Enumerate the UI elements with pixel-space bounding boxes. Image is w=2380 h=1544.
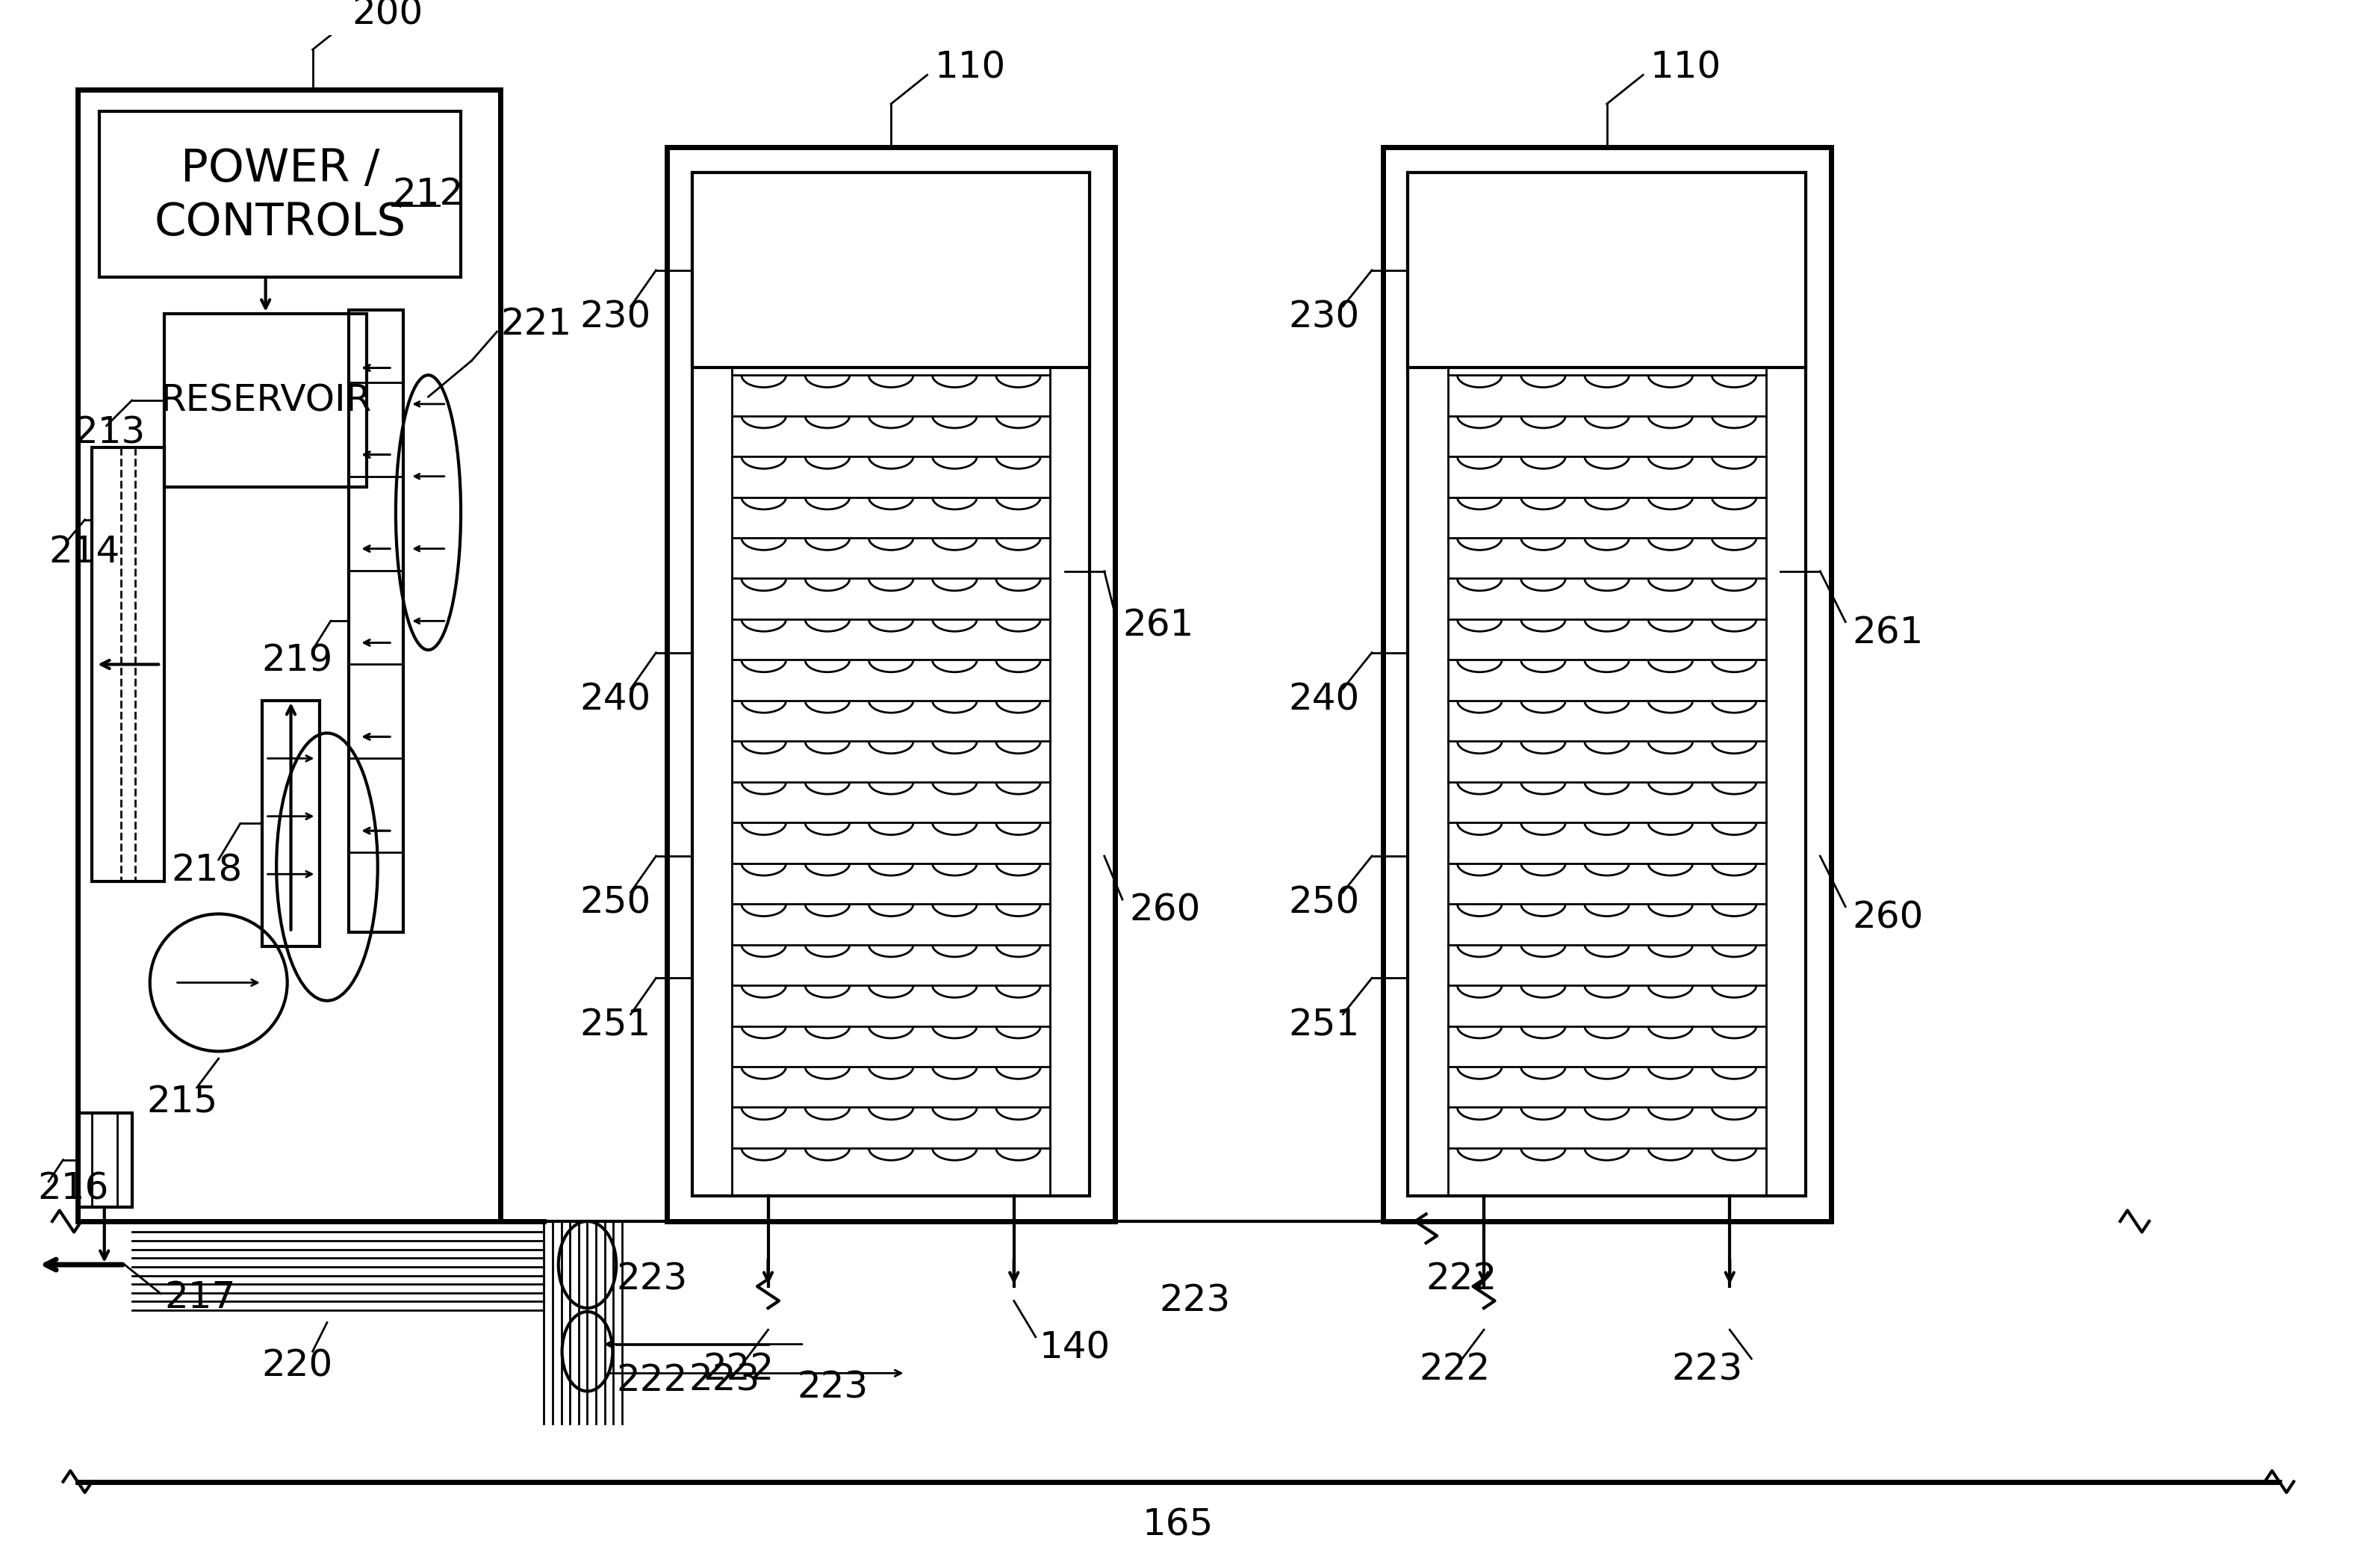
Bar bbox=[666, 147, 1116, 1221]
Bar bbox=[79, 90, 500, 1221]
Text: POWER /: POWER / bbox=[181, 147, 378, 191]
Text: 261: 261 bbox=[1123, 608, 1195, 644]
Bar bbox=[93, 1113, 117, 1207]
Text: 200: 200 bbox=[352, 0, 424, 31]
Text: 223: 223 bbox=[1159, 1283, 1230, 1319]
Text: 251: 251 bbox=[1288, 1007, 1359, 1044]
Text: 220: 220 bbox=[262, 1348, 333, 1383]
Text: 240: 240 bbox=[581, 682, 652, 718]
Text: 110: 110 bbox=[935, 49, 1004, 85]
Text: 251: 251 bbox=[581, 1007, 652, 1044]
Text: 110: 110 bbox=[1649, 49, 1721, 85]
Text: 221: 221 bbox=[500, 307, 571, 343]
Text: 216: 216 bbox=[38, 1170, 109, 1207]
Text: 260: 260 bbox=[1130, 892, 1202, 928]
Bar bbox=[164, 313, 367, 488]
Text: 223: 223 bbox=[797, 1370, 869, 1405]
Text: 240: 240 bbox=[1288, 682, 1359, 718]
Text: 214: 214 bbox=[48, 534, 119, 570]
Text: 212: 212 bbox=[393, 176, 464, 212]
Text: 215: 215 bbox=[145, 1084, 217, 1119]
Bar bbox=[1409, 173, 1806, 1197]
Bar bbox=[79, 1113, 131, 1207]
Text: RESERVOIR: RESERVOIR bbox=[159, 383, 371, 418]
Text: 222: 222 bbox=[702, 1351, 774, 1388]
Text: 250: 250 bbox=[581, 885, 652, 920]
Text: 222: 222 bbox=[1418, 1351, 1490, 1388]
Bar bbox=[693, 367, 733, 1197]
Bar bbox=[350, 310, 402, 933]
Text: 223: 223 bbox=[616, 1261, 688, 1297]
Bar bbox=[1409, 367, 1447, 1197]
Text: 261: 261 bbox=[1852, 615, 1923, 650]
Bar bbox=[1383, 147, 1830, 1221]
Text: 218: 218 bbox=[171, 852, 243, 888]
Text: 213: 213 bbox=[74, 415, 145, 451]
Text: 217: 217 bbox=[164, 1280, 236, 1315]
Text: 230: 230 bbox=[581, 300, 652, 335]
Text: 250: 250 bbox=[1288, 885, 1359, 920]
Text: 219: 219 bbox=[262, 642, 333, 679]
Text: 223: 223 bbox=[1671, 1351, 1742, 1388]
Bar bbox=[693, 173, 1090, 367]
Text: 140: 140 bbox=[1040, 1329, 1111, 1366]
Bar bbox=[100, 111, 462, 278]
Bar bbox=[1766, 367, 1806, 1197]
Text: 223: 223 bbox=[688, 1362, 759, 1399]
Text: CONTROLS: CONTROLS bbox=[155, 201, 407, 245]
Bar bbox=[1050, 367, 1090, 1197]
Bar bbox=[693, 173, 1090, 1197]
Bar bbox=[262, 701, 319, 946]
Text: 222: 222 bbox=[616, 1362, 688, 1399]
Text: 230: 230 bbox=[1288, 300, 1359, 335]
Bar bbox=[93, 448, 164, 882]
Bar bbox=[1409, 173, 1806, 367]
Text: 222: 222 bbox=[1426, 1261, 1497, 1297]
Text: 165: 165 bbox=[1142, 1507, 1214, 1542]
Text: 260: 260 bbox=[1852, 900, 1923, 936]
